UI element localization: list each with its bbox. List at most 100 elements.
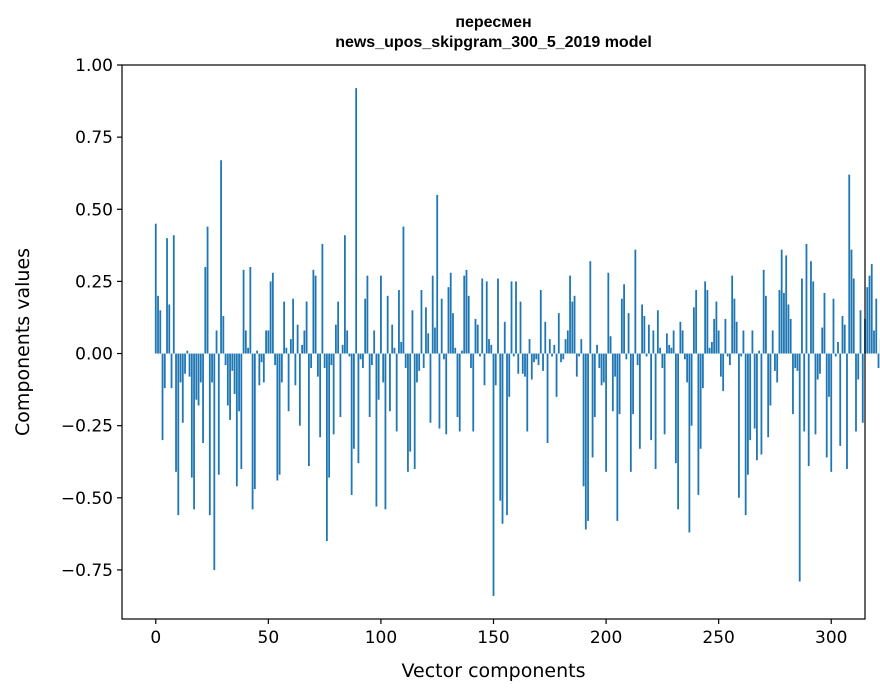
y-tick-label: 0.00 [75, 345, 113, 365]
bar [510, 281, 513, 354]
bar [445, 353, 448, 435]
bar [247, 347, 249, 354]
bar [528, 339, 531, 354]
bar [429, 353, 432, 423]
bar [208, 353, 211, 516]
bar [177, 353, 180, 516]
bar [206, 226, 209, 354]
bar [289, 339, 292, 354]
bar [285, 347, 288, 354]
bar [485, 281, 488, 354]
bar [661, 353, 664, 368]
bar [742, 330, 745, 354]
bar [598, 353, 601, 368]
bar [850, 249, 853, 354]
bar [575, 353, 578, 377]
bar [794, 353, 797, 368]
bar [348, 353, 351, 357]
bar [458, 353, 461, 432]
bar [380, 275, 382, 354]
y-tick-label: 0.50 [75, 200, 113, 220]
y-tick-label: −0.75 [61, 561, 113, 581]
bar [350, 353, 353, 495]
bar [616, 353, 619, 521]
bar [416, 353, 418, 383]
bar [393, 347, 396, 354]
bar [217, 353, 220, 475]
bar [699, 353, 702, 449]
bar [422, 353, 425, 368]
bar [753, 353, 756, 429]
bar [681, 330, 684, 354]
bar [521, 353, 524, 374]
bar-series [154, 88, 880, 596]
bar [449, 272, 452, 354]
bar [672, 330, 675, 354]
bar [400, 342, 403, 354]
bar [573, 295, 576, 354]
bar [774, 353, 776, 371]
bar [749, 353, 752, 441]
bar [729, 353, 731, 366]
bar [656, 310, 659, 354]
bar [796, 353, 799, 371]
bar [499, 353, 502, 501]
bar [805, 243, 808, 354]
bar [733, 298, 736, 354]
bar [717, 330, 720, 354]
bar [476, 324, 479, 354]
bar [224, 353, 227, 366]
bar [623, 284, 625, 354]
bar [650, 353, 653, 441]
bar [184, 353, 186, 374]
bar [825, 353, 828, 458]
bar [614, 353, 616, 377]
bar [724, 318, 727, 354]
bar [828, 353, 830, 397]
bar [841, 316, 844, 354]
bar [533, 353, 535, 363]
bar [819, 353, 821, 374]
bar [163, 353, 166, 389]
bar [418, 353, 421, 371]
y-tick-label: −0.50 [61, 489, 113, 509]
bar [199, 353, 202, 383]
bar [591, 353, 594, 458]
bar [211, 353, 213, 383]
bar [618, 353, 621, 415]
bar [686, 353, 689, 383]
bar [337, 301, 340, 354]
bar [434, 327, 436, 354]
bar [251, 353, 254, 510]
bar [537, 353, 540, 366]
bar [762, 269, 765, 354]
bar [238, 353, 240, 412]
bar [769, 353, 772, 406]
bar [172, 235, 175, 354]
bar [391, 324, 394, 354]
bar [524, 353, 526, 377]
bar [582, 353, 585, 487]
bar [366, 275, 369, 354]
bar [740, 353, 743, 357]
bar [274, 353, 276, 366]
bar [443, 353, 445, 360]
bar [654, 353, 657, 469]
bar [175, 353, 177, 472]
bar [280, 353, 283, 383]
bar [154, 223, 157, 354]
bar [830, 353, 833, 472]
bar [431, 275, 434, 354]
bar [371, 353, 373, 366]
bar [832, 298, 835, 354]
bar [683, 353, 686, 360]
bar [283, 301, 286, 354]
bar [240, 353, 243, 469]
bar [690, 353, 693, 426]
bar [465, 269, 468, 354]
bar [404, 353, 407, 368]
bar [481, 278, 484, 354]
bar [328, 353, 331, 478]
bar [355, 88, 358, 354]
